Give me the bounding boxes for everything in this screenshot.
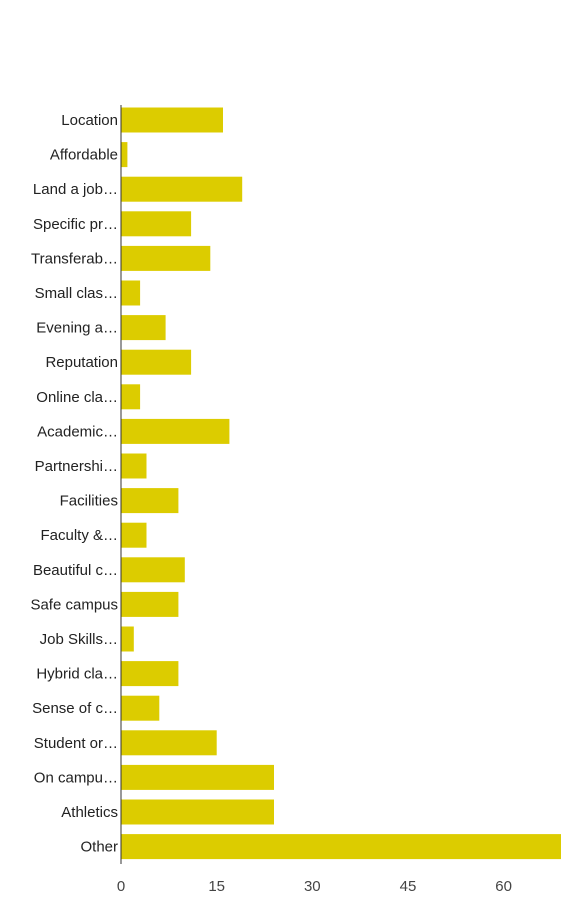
category-label: Academic… bbox=[37, 423, 118, 440]
bar-land-a-job bbox=[121, 176, 243, 202]
category-label: Student or… bbox=[34, 735, 118, 752]
bar-beautiful-c bbox=[121, 557, 185, 583]
category-label: Facilities bbox=[60, 493, 118, 510]
bar-online-cla bbox=[121, 384, 141, 410]
category-label: Evening a… bbox=[36, 320, 118, 337]
bar-athletics bbox=[121, 799, 274, 825]
bar-student-or bbox=[121, 730, 217, 756]
bar-reputation bbox=[121, 349, 192, 375]
bar-other bbox=[121, 834, 561, 860]
x-tick-label: 15 bbox=[208, 878, 225, 895]
category-label: Location bbox=[61, 112, 118, 129]
category-label: Faculty &… bbox=[40, 527, 118, 544]
category-label: Job Skills… bbox=[40, 631, 118, 648]
bar-specific-pr bbox=[121, 211, 192, 237]
bar-evening-a bbox=[121, 315, 166, 341]
category-label: Small clas… bbox=[35, 285, 118, 302]
bar-partnershi bbox=[121, 453, 147, 479]
category-label: Sense of c… bbox=[32, 700, 118, 717]
category-labels: Location Affordable Land a job… Specific pr… bbox=[30, 112, 118, 856]
bars-layer bbox=[121, 107, 561, 860]
category-label: Other bbox=[80, 839, 118, 856]
bar-safe-campus bbox=[121, 591, 179, 617]
category-label: Partnershi… bbox=[35, 458, 118, 475]
bar-facilities bbox=[121, 488, 179, 514]
category-label: Hybrid cla… bbox=[36, 666, 118, 683]
x-tick-label: 30 bbox=[304, 878, 321, 895]
category-label: Affordable bbox=[50, 147, 118, 164]
bar-affordable bbox=[121, 142, 128, 168]
category-label: Online cla… bbox=[36, 389, 118, 406]
bar-transferab bbox=[121, 245, 211, 271]
category-label: Transferab… bbox=[31, 250, 118, 267]
x-tick-label: 45 bbox=[400, 878, 417, 895]
category-label: Safe campus bbox=[30, 596, 118, 613]
category-label: Beautiful c… bbox=[33, 562, 118, 579]
x-tick-label: 60 bbox=[495, 878, 512, 895]
bar-academic bbox=[121, 418, 230, 444]
bar-location bbox=[121, 107, 223, 133]
bar-faculty bbox=[121, 522, 147, 548]
category-label: Specific pr… bbox=[33, 216, 118, 233]
bar-on-campu bbox=[121, 764, 274, 790]
category-label: On campu… bbox=[34, 769, 118, 786]
x-tick-label: 0 bbox=[117, 878, 125, 895]
x-axis-ticks: 0 15 30 45 60 bbox=[117, 878, 512, 895]
bar-hybrid-cla bbox=[121, 661, 179, 687]
bar-small-clas bbox=[121, 280, 141, 306]
category-label: Land a job… bbox=[33, 181, 118, 198]
category-label: Reputation bbox=[45, 354, 118, 371]
category-label: Athletics bbox=[61, 804, 118, 821]
bar-job-skills bbox=[121, 626, 134, 652]
bar-sense-of-c bbox=[121, 695, 160, 721]
